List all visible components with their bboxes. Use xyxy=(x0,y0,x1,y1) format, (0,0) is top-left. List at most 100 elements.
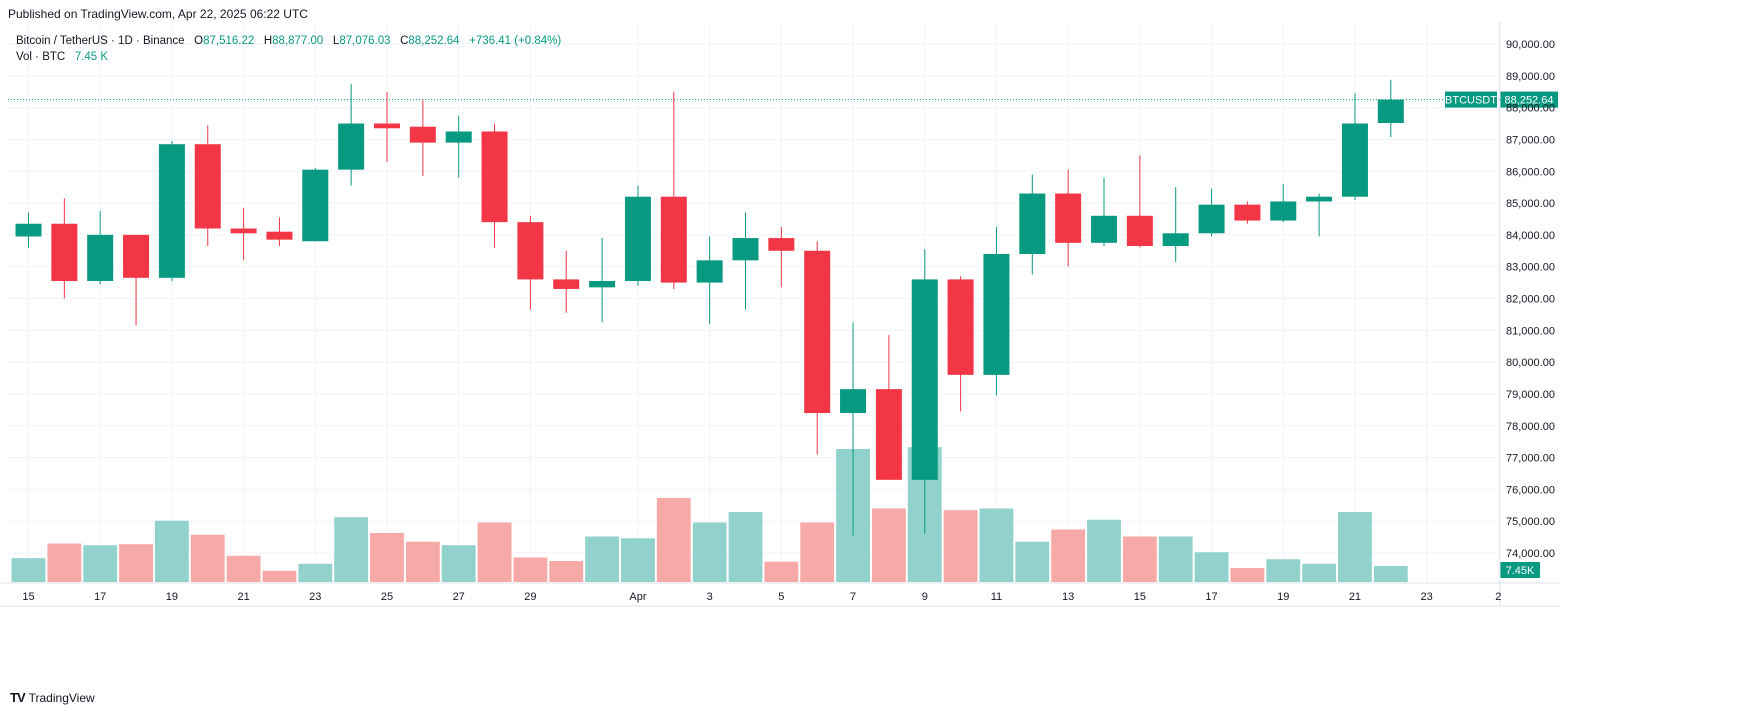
time-tick-label: 19 xyxy=(1277,591,1289,603)
price-tick-label: 86,000.00 xyxy=(1506,166,1555,178)
grid xyxy=(8,22,1500,583)
candle-body xyxy=(875,389,902,480)
candle-body xyxy=(517,222,544,280)
candle-body xyxy=(230,228,257,234)
volume-value: 7.45 K xyxy=(74,51,109,63)
symbol-badge-text: BTCUSDT xyxy=(1445,95,1497,107)
volume-label: Vol · BTC xyxy=(16,51,66,63)
time-tick-label: 27 xyxy=(453,591,465,603)
candle-body xyxy=(947,279,974,375)
price-tick-label: 88,000.00 xyxy=(1506,103,1555,115)
time-tick-label: 13 xyxy=(1062,591,1074,603)
volume-bar xyxy=(621,538,655,582)
candle-body xyxy=(983,253,1010,375)
volume-bar xyxy=(441,545,476,582)
volume-bar xyxy=(262,570,297,582)
close-label: C xyxy=(400,35,409,47)
last-price-badge xyxy=(1500,91,1558,108)
candle-body xyxy=(194,144,221,229)
volume-bar xyxy=(334,517,369,582)
volume-bar xyxy=(1015,541,1050,582)
volume-badge-text: 7.45K xyxy=(1506,565,1535,577)
volume-bar xyxy=(405,541,440,582)
candle-body xyxy=(1341,123,1368,197)
time-tick-label: 17 xyxy=(1205,591,1217,603)
candle-body xyxy=(804,250,831,414)
candle-body xyxy=(911,279,938,480)
low-label: L xyxy=(332,35,340,47)
price-tick-label: 82,000.00 xyxy=(1506,294,1555,306)
volume-bar xyxy=(47,543,82,582)
time-tick-label: 15 xyxy=(22,591,34,603)
volume-bar xyxy=(298,563,333,582)
price-tick-label: 83,000.00 xyxy=(1506,262,1555,274)
time-tick-label: 19 xyxy=(166,591,178,603)
price-tick-label: 78,000.00 xyxy=(1506,421,1555,433)
candle-body xyxy=(696,260,723,283)
candle-body xyxy=(158,144,185,278)
low-value: 87,076.03 xyxy=(339,35,391,47)
candle-body xyxy=(840,389,867,414)
volume-bar xyxy=(656,498,691,582)
volume-bar xyxy=(1230,568,1265,582)
volume-bar xyxy=(585,536,620,582)
tradingview-logo-icon: TV xyxy=(10,690,26,705)
footer-brand[interactable]: TV TradingView xyxy=(10,690,95,705)
volume-bar xyxy=(1373,565,1408,582)
candle-body xyxy=(51,223,78,282)
volume-bar xyxy=(83,545,118,582)
volume-bar xyxy=(1158,536,1193,582)
symbol-badge xyxy=(1445,91,1497,108)
symbol-legend: Bitcoin / TetherUS · 1D · Binance O87,51… xyxy=(16,35,561,47)
candle-body xyxy=(374,123,400,129)
volume-bar xyxy=(513,557,548,582)
volume-bar xyxy=(1302,563,1337,582)
volume-bar xyxy=(370,533,404,582)
time-tick-label: 23 xyxy=(1421,591,1433,603)
volume-bar xyxy=(549,561,584,582)
candle-body xyxy=(15,223,42,237)
time-tick-label: Apr xyxy=(629,591,646,603)
time-tick-label: 23 xyxy=(309,591,321,603)
volume-bar xyxy=(190,534,225,582)
candle-body xyxy=(481,131,508,223)
candle-body xyxy=(1198,204,1225,234)
change-value: +736.41 (+0.84%) xyxy=(469,35,562,47)
price-tick-label: 81,000.00 xyxy=(1506,325,1555,337)
volume-bar xyxy=(226,555,261,582)
candle-body xyxy=(589,281,616,288)
price-tick-label: 85,000.00 xyxy=(1506,198,1555,210)
volume-bar xyxy=(728,512,763,582)
candle-body xyxy=(1270,201,1297,221)
price-tick-label: 75,000.00 xyxy=(1506,516,1555,528)
volume-bar xyxy=(11,558,46,582)
time-tick-label: 5 xyxy=(778,591,784,603)
price-tick-label: 89,000.00 xyxy=(1506,71,1555,83)
volume-bar xyxy=(154,520,189,582)
time-tick-label: 2 xyxy=(1495,591,1501,603)
candle-body xyxy=(1306,196,1333,202)
volume-bar xyxy=(1266,559,1301,582)
candle-body xyxy=(1126,215,1153,247)
volume-bar xyxy=(800,522,835,582)
price-axis: 74,000.00 75,000.00 76,000.00 77,000.00 78,0… xyxy=(1499,22,1555,606)
high-label: H xyxy=(263,35,273,47)
time-tick-label: 15 xyxy=(1134,591,1146,603)
candle-body xyxy=(553,279,580,289)
price-tick-label: 79,000.00 xyxy=(1506,389,1555,401)
price-tick-label: 84,000.00 xyxy=(1506,230,1555,242)
candle-body xyxy=(1377,99,1404,124)
close-value: 88,252.64 xyxy=(408,35,460,47)
volume-bars xyxy=(11,447,1408,582)
time-tick-label: 25 xyxy=(381,591,393,603)
volume-bar xyxy=(477,522,512,582)
time-tick-label: 21 xyxy=(1349,591,1361,603)
time-tick-label: 21 xyxy=(237,591,249,603)
price-tick-label: 87,000.00 xyxy=(1506,134,1555,146)
candle-body xyxy=(1234,204,1261,221)
volume-bar xyxy=(1051,529,1086,582)
price-tick-label: 77,000.00 xyxy=(1506,453,1555,465)
last-price-value: 88,252.64 xyxy=(1505,95,1554,107)
candle-body xyxy=(1091,215,1117,243)
